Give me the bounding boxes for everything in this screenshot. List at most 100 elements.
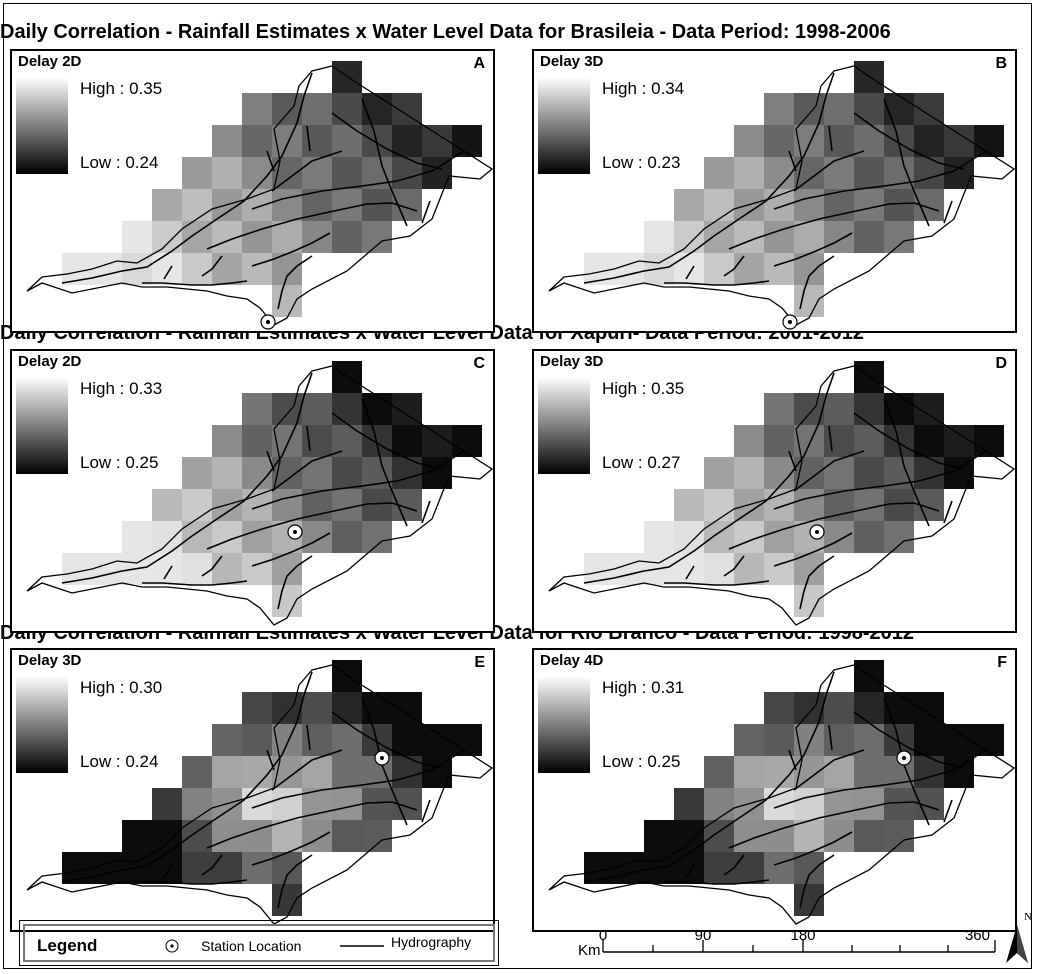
raster-cell xyxy=(302,125,332,157)
raster-cell xyxy=(914,125,944,157)
raster-cell xyxy=(734,852,764,884)
river-line xyxy=(685,565,695,580)
raster-cell xyxy=(332,756,362,788)
river-line xyxy=(306,425,311,452)
correlation-raster xyxy=(62,361,482,617)
basin-outline xyxy=(26,65,493,326)
river-line xyxy=(421,799,431,823)
raster-cell xyxy=(392,393,422,425)
river-line xyxy=(306,724,311,751)
raster-cell xyxy=(332,157,362,189)
raster-cell xyxy=(734,553,764,585)
raster-cell xyxy=(182,852,212,884)
legend-box: Legend Station Location Hydrography xyxy=(19,920,499,966)
river-line xyxy=(251,831,331,866)
raster-cell xyxy=(242,157,272,189)
raster-cell xyxy=(974,724,1004,756)
river-line xyxy=(723,555,745,577)
raster-cell xyxy=(854,788,884,820)
raster-cell xyxy=(62,852,92,884)
river-line xyxy=(142,580,248,586)
raster-cell xyxy=(884,788,914,820)
raster-cell xyxy=(302,157,332,189)
river-line xyxy=(943,500,953,524)
raster-cell xyxy=(272,692,302,724)
raster-cell xyxy=(302,692,332,724)
color-ramp xyxy=(16,377,68,474)
raster-cell xyxy=(794,820,824,852)
raster-cell xyxy=(62,253,92,285)
raster-cell xyxy=(824,393,854,425)
raster-cell xyxy=(242,393,272,425)
raster-cell xyxy=(152,820,182,852)
river-line xyxy=(206,202,418,250)
raster-cell xyxy=(914,157,944,189)
map-panel-b: Delay 3D B High : 0.34 Low : 0.23 xyxy=(532,49,1017,333)
river-line xyxy=(163,864,173,879)
raster-cell xyxy=(242,692,272,724)
raster-cell xyxy=(824,425,854,457)
raster-cell xyxy=(182,157,212,189)
raster-cell xyxy=(674,820,704,852)
panel-letter: C xyxy=(473,355,485,372)
raster-cell xyxy=(332,457,362,489)
raster-cell xyxy=(614,553,644,585)
station-symbol-icon xyxy=(165,938,179,954)
river-line xyxy=(361,398,408,527)
raster-cell xyxy=(764,221,794,253)
river-line xyxy=(251,532,331,567)
river-line xyxy=(685,265,695,280)
raster-cell xyxy=(884,820,914,852)
raster-cell xyxy=(362,692,392,724)
raster-cell xyxy=(794,93,824,125)
river-line xyxy=(61,372,313,584)
raster-cell xyxy=(332,61,362,93)
correlation-raster xyxy=(584,660,1004,916)
raster-cell xyxy=(272,756,302,788)
raster-cell xyxy=(152,521,182,553)
raster-cell xyxy=(854,221,884,253)
river-line xyxy=(583,671,835,883)
raster-cell xyxy=(362,521,392,553)
raster-cell xyxy=(794,157,824,189)
raster-cell xyxy=(152,189,182,221)
raster-cell xyxy=(242,189,272,221)
raster-cell xyxy=(152,553,182,585)
raster-cell xyxy=(302,521,332,553)
raster-cell xyxy=(182,253,212,285)
raster-cell xyxy=(854,189,884,221)
raster-cell xyxy=(122,820,152,852)
raster-cell xyxy=(212,724,242,756)
raster-cell xyxy=(764,393,794,425)
raster-cell xyxy=(182,189,212,221)
raster-cell xyxy=(794,585,824,617)
raster-cell xyxy=(392,457,422,489)
raster-cell xyxy=(302,724,332,756)
raster-cell xyxy=(242,221,272,253)
low-value-label: Low : 0.25 xyxy=(602,752,681,771)
raster-cell xyxy=(764,253,794,285)
raster-cell xyxy=(794,489,824,521)
raster-cell xyxy=(914,692,944,724)
raster-cell xyxy=(674,521,704,553)
raster-cell xyxy=(272,221,302,253)
raster-cell xyxy=(794,788,824,820)
low-value-label: Low : 0.23 xyxy=(602,153,681,172)
raster-cell xyxy=(824,93,854,125)
river-line xyxy=(251,450,465,510)
raster-cell xyxy=(272,884,302,916)
river-line xyxy=(206,502,418,550)
river-line xyxy=(799,255,835,310)
raster-cell xyxy=(302,393,332,425)
raster-cell xyxy=(242,788,272,820)
map-frame xyxy=(3,3,1032,969)
raster-cell xyxy=(824,521,854,553)
raster-cell xyxy=(92,553,122,585)
north-label: N xyxy=(1024,911,1032,923)
correlation-raster xyxy=(584,61,1004,317)
raster-cell xyxy=(182,457,212,489)
river-line xyxy=(793,450,865,492)
river-line xyxy=(728,202,940,250)
correlation-raster xyxy=(62,660,482,916)
river-line xyxy=(728,502,940,550)
